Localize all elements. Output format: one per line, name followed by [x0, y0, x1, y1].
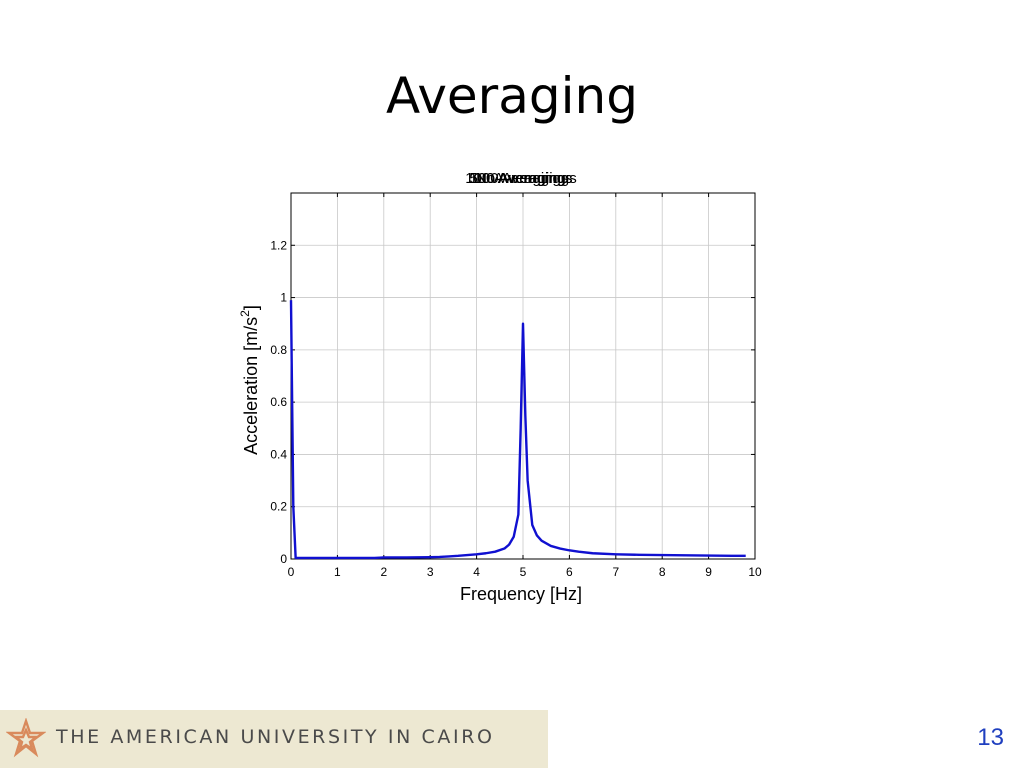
chart-title-4: No Averaging: [476, 170, 566, 187]
y-tick-label: 0: [280, 552, 287, 566]
x-tick-label: 0: [288, 565, 295, 579]
y-tick-label: 0.4: [270, 447, 287, 461]
chart-title-0: 1000 Averagings: [465, 170, 576, 187]
x-tick-label: 10: [748, 565, 762, 579]
chart-grid: [291, 193, 755, 559]
institution-name: THE AMERICAN UNIVERSITY IN CAIRO: [56, 726, 495, 748]
footer-banner: THE AMERICAN UNIVERSITY IN CAIRO: [0, 710, 548, 768]
x-axis-label: Frequency [Hz]: [460, 584, 582, 604]
chart-title-2: 100 Averagings: [469, 170, 572, 187]
x-tick-label: 5: [520, 565, 527, 579]
y-tick-label: 0.2: [270, 500, 287, 514]
chart-title-3: 10 Averagings: [474, 170, 569, 187]
series-group: [289, 300, 746, 560]
y-tick-label: 1.2: [270, 238, 287, 252]
x-tick-label: 3: [427, 565, 434, 579]
page-number: 13: [977, 724, 1004, 751]
x-tick-label: 1: [334, 565, 341, 579]
x-tick-label: 8: [659, 565, 666, 579]
x-tick-label: 7: [612, 565, 619, 579]
x-tick-label: 9: [705, 565, 712, 579]
y-axis-label-superscript: 2: [238, 310, 252, 317]
y-tick-label: 1: [280, 291, 287, 305]
x-tick-label: 4: [473, 565, 480, 579]
y-axis-label-suffix: ]: [241, 305, 261, 310]
y-axis-ticks: 0 0.2 0.4 0.6 0.8 1 1.2: [270, 238, 755, 566]
y-tick-label: 0.6: [270, 395, 287, 409]
x-tick-label: 6: [566, 565, 573, 579]
auc-star-logo-icon: [6, 718, 46, 758]
y-axis-label: Acceleration [m/s2]: [238, 305, 261, 455]
y-tick-label: 0.8: [270, 343, 287, 357]
x-axis-ticks: 0 1 2 3 4 5 6 7 8 9 10: [288, 193, 762, 579]
chart-title-1: 500 Averagings: [469, 170, 572, 187]
x-tick-label: 2: [380, 565, 387, 579]
y-axis-label-main: Acceleration [m/s: [241, 317, 261, 455]
slide-title: Averaging: [386, 67, 638, 125]
series-line-0: [289, 300, 746, 560]
